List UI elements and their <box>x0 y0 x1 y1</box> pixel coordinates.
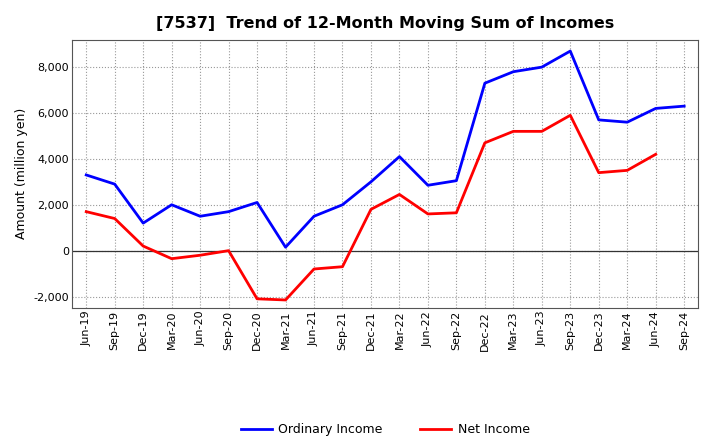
Net Income <box>452 210 461 216</box>
Ordinary Income <box>82 172 91 178</box>
Net Income <box>253 296 261 301</box>
Net Income <box>623 168 631 173</box>
Y-axis label: Amount (million yen): Amount (million yen) <box>15 108 28 239</box>
Net Income <box>82 209 91 214</box>
Ordinary Income <box>395 154 404 159</box>
Ordinary Income <box>310 213 318 219</box>
Net Income <box>595 170 603 175</box>
Net Income <box>338 264 347 269</box>
Net Income <box>310 266 318 271</box>
Ordinary Income <box>680 103 688 109</box>
Net Income <box>196 253 204 258</box>
Net Income <box>480 140 489 146</box>
Ordinary Income <box>509 69 518 74</box>
Net Income <box>282 297 290 303</box>
Ordinary Income <box>623 120 631 125</box>
Net Income <box>423 211 432 216</box>
Ordinary Income <box>253 200 261 205</box>
Net Income <box>139 243 148 249</box>
Net Income <box>509 129 518 134</box>
Ordinary Income <box>110 181 119 187</box>
Net Income <box>366 207 375 212</box>
Ordinary Income <box>537 65 546 70</box>
Title: [7537]  Trend of 12-Month Moving Sum of Incomes: [7537] Trend of 12-Month Moving Sum of I… <box>156 16 614 32</box>
Net Income <box>225 248 233 253</box>
Ordinary Income <box>167 202 176 207</box>
Net Income <box>110 216 119 221</box>
Line: Net Income: Net Income <box>86 115 656 300</box>
Ordinary Income <box>196 213 204 219</box>
Ordinary Income <box>566 48 575 54</box>
Ordinary Income <box>652 106 660 111</box>
Net Income <box>652 152 660 157</box>
Net Income <box>167 256 176 261</box>
Net Income <box>395 192 404 197</box>
Legend: Ordinary Income, Net Income: Ordinary Income, Net Income <box>235 418 535 440</box>
Ordinary Income <box>225 209 233 214</box>
Ordinary Income <box>282 245 290 250</box>
Ordinary Income <box>480 81 489 86</box>
Ordinary Income <box>139 220 148 226</box>
Ordinary Income <box>366 179 375 184</box>
Ordinary Income <box>452 178 461 183</box>
Ordinary Income <box>423 183 432 188</box>
Ordinary Income <box>595 117 603 122</box>
Line: Ordinary Income: Ordinary Income <box>86 51 684 247</box>
Ordinary Income <box>338 202 347 207</box>
Net Income <box>537 129 546 134</box>
Net Income <box>566 113 575 118</box>
